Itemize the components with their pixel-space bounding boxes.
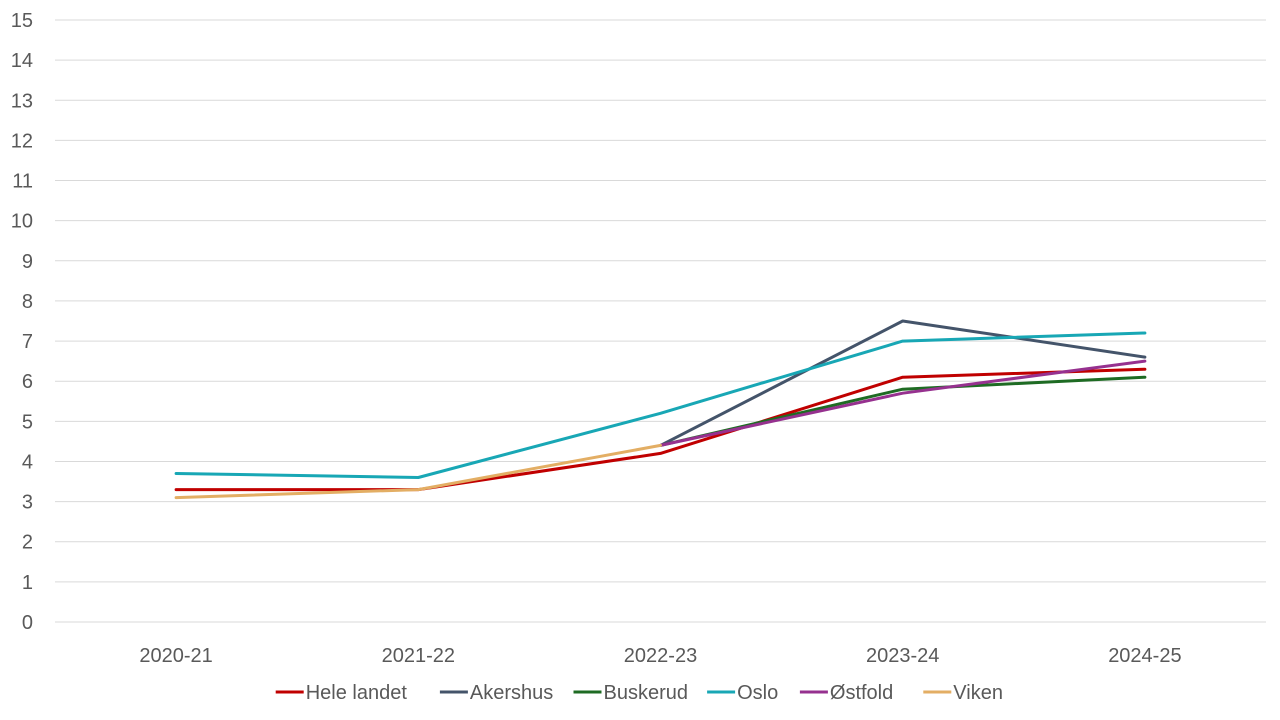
legend-label: Hele landet (306, 682, 408, 704)
y-tick-label: 14 (11, 50, 33, 72)
legend-item: Viken (923, 682, 1003, 704)
legend-item: Østfold (799, 682, 893, 704)
series-line-5 (174, 443, 662, 500)
y-tick-label: 6 (22, 371, 33, 393)
y-tick-label: 15 (11, 10, 33, 32)
y-tick-label: 9 (22, 251, 33, 273)
legend-label: Oslo (737, 682, 778, 704)
legend-item: Buskerud (573, 682, 689, 704)
legend-label: Viken (953, 682, 1003, 704)
y-tick-label: 5 (22, 411, 33, 433)
legend-item: Akershus (439, 682, 553, 704)
y-tick-label: 13 (11, 90, 33, 112)
series-lines (174, 319, 1147, 500)
series-line-1 (659, 319, 1147, 447)
y-tick-label: 8 (22, 291, 33, 313)
x-tick-label: 2021-22 (382, 645, 455, 667)
y-tick-label: 7 (22, 331, 33, 353)
gridlines (55, 19, 1266, 623)
x-tick-label: 2022-23 (624, 645, 697, 667)
y-tick-label: 2 (22, 532, 33, 554)
x-axis-tick-labels: 2020-21 2021-22 2022-23 2023-24 2024-25 (139, 645, 1181, 667)
y-tick-label: 4 (22, 451, 33, 473)
y-tick-label: 1 (22, 572, 33, 594)
series-line-3 (174, 331, 1147, 479)
series-line-2 (659, 375, 1147, 447)
x-tick-label: 2020-21 (139, 645, 212, 667)
legend-label: Akershus (470, 682, 553, 704)
y-tick-label: 10 (11, 211, 33, 233)
legend-item: Hele landet (275, 682, 408, 704)
x-tick-label: 2024-25 (1108, 645, 1181, 667)
legend-label: Østfold (830, 682, 893, 704)
legend: Hele landet Akershus Buskerud Oslo Østfold Vi… (275, 682, 1003, 704)
series-line-0 (174, 367, 1147, 492)
y-tick-label: 12 (11, 130, 33, 152)
y-tick-label: 0 (22, 612, 33, 634)
legend-item: Oslo (707, 682, 778, 704)
y-tick-label: 11 (12, 171, 33, 193)
series-line-4 (659, 359, 1147, 447)
x-tick-label: 2023-24 (866, 645, 939, 667)
y-tick-label: 3 (22, 492, 33, 514)
legend-label: Buskerud (604, 682, 689, 704)
